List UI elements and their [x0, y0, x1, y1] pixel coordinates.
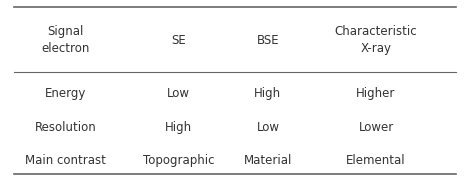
- Text: BSE: BSE: [257, 33, 279, 47]
- Text: Higher: Higher: [356, 87, 396, 100]
- Text: Characteristic
X-ray: Characteristic X-ray: [335, 25, 417, 55]
- Text: Low: Low: [167, 87, 190, 100]
- Text: Signal
electron: Signal electron: [42, 25, 90, 55]
- Text: High: High: [254, 87, 282, 100]
- Text: Low: Low: [257, 121, 279, 134]
- Text: SE: SE: [171, 33, 186, 47]
- Text: Main contrast: Main contrast: [25, 154, 106, 167]
- Text: Elemental: Elemental: [346, 154, 406, 167]
- Text: Energy: Energy: [45, 87, 86, 100]
- Text: High: High: [165, 121, 192, 134]
- Text: Topographic: Topographic: [143, 154, 214, 167]
- Text: Lower: Lower: [359, 121, 394, 134]
- Text: Material: Material: [244, 154, 292, 167]
- Text: Resolution: Resolution: [35, 121, 97, 134]
